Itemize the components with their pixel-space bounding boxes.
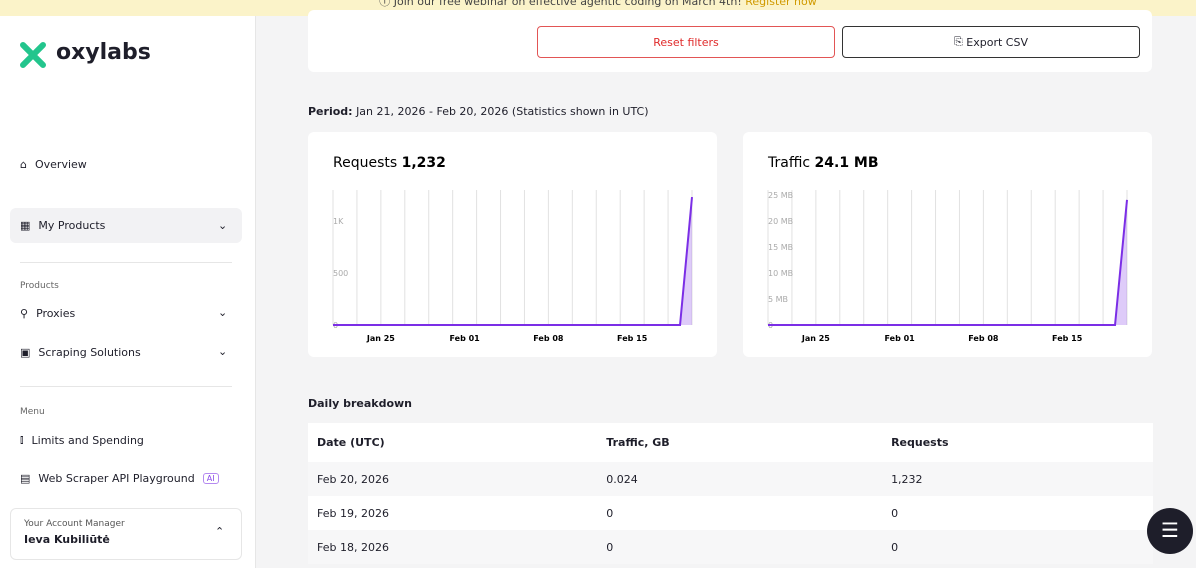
table-wrap: Date (UTC) Traffic, GB Requests Feb 20, 202…: [308, 423, 1153, 564]
y-tick-label: 25 MB: [768, 191, 793, 200]
table-body: Feb 20, 2026 0.024 1,232 Feb 19, 2026 0 0 Feb …: [308, 462, 1153, 564]
logo: oxylabs: [56, 40, 151, 65]
title-total: 24.1 MB: [815, 155, 879, 171]
export-button[interactable]: ⎘ Export CSV: [842, 26, 1140, 58]
column-header: Traffic, GB: [597, 423, 883, 462]
account-manager[interactable]: Your Account Manager Ieva Kubiliūtė ⌃: [10, 508, 242, 560]
chart-title: Traffic 24.1 MB: [767, 155, 879, 171]
nav-proxies[interactable]: ⚲ Proxies: [20, 307, 76, 320]
x-tick-label: Feb 15: [1052, 334, 1083, 343]
chevron: ⌃: [215, 525, 225, 538]
chart-card: Traffic 24.1 MB 0 5 MB 10 MB 15 MB 20 MB 25 MB…: [743, 132, 1152, 357]
line: [333, 196, 693, 326]
table-row: Feb 18, 2026 0 0: [308, 530, 1153, 564]
chevron: ⌄: [218, 306, 228, 319]
title-text: Traffic: [767, 155, 810, 171]
period-text: Jan 21, 2026 - Feb 20, 2026 (Statistics …: [356, 105, 649, 118]
area: [768, 199, 1127, 325]
chevron: ⌄: [218, 219, 228, 232]
nav-scraping[interactable]: ▣ Scraping Solutions: [20, 346, 141, 359]
y-tick-label: 500: [333, 269, 348, 278]
period: Period: Jan 21, 2026 - Feb 20, 2026 (Sta…: [308, 105, 649, 118]
divider: [20, 262, 232, 263]
banner-text: Join our free webinar on effective agent…: [393, 0, 742, 8]
nav-label: Web Scraper API Playground: [38, 472, 195, 485]
nav-limits[interactable]: ⫾ Limits and Spending: [20, 433, 144, 447]
table-cell: 1,232: [891, 472, 923, 486]
column-header: Date (UTC): [308, 423, 598, 462]
column-header: Requests: [882, 423, 1153, 462]
table: Date (UTC) Traffic, GB Requests Feb 20, 202…: [308, 423, 1153, 564]
x-tick-label: Jan 25: [801, 334, 830, 343]
table-cell: 0.024: [606, 472, 638, 486]
table-cell: Feb 20, 2026: [317, 472, 389, 486]
period-label: Period:: [308, 105, 353, 118]
chevron: ⌄: [218, 345, 228, 358]
logo-icon: [20, 42, 46, 68]
table-row: Feb 19, 2026 0 0: [308, 496, 1153, 530]
y-tick-label: 5 MB: [768, 295, 788, 304]
title-text: Requests: [333, 155, 397, 171]
section-heading: Menu: [20, 407, 45, 417]
chart-title: Requests 1,232: [333, 155, 446, 171]
area: [333, 197, 692, 325]
nav-label: My Products: [38, 219, 106, 232]
table-cell: Feb 18, 2026: [317, 540, 389, 554]
manager-name: Ieva Kubiliūtė: [24, 533, 110, 546]
section-heading: Products: [20, 281, 59, 291]
x-tick-label: Feb 01: [885, 334, 916, 343]
y-tick-label: 10 MB: [768, 269, 793, 278]
manager-label: Your Account Manager: [24, 519, 125, 529]
x-tick-label: Feb 01: [450, 334, 481, 343]
table-row: Feb 20, 2026 0.024 1,232: [308, 462, 1153, 496]
y-tick-label: 20 MB: [768, 217, 793, 226]
table-cell: 0: [891, 506, 899, 520]
chat-button[interactable]: ☰: [1147, 508, 1193, 554]
nav-label: Overview: [34, 158, 87, 171]
table-cell: 0: [606, 506, 614, 520]
reset-button[interactable]: Reset filters: [537, 26, 835, 58]
table-cell: Feb 19, 2026: [317, 506, 389, 520]
filter-card: Reset filters ⎘ Export CSV: [308, 10, 1152, 72]
table-cell: 0: [606, 540, 614, 554]
nav-label: Limits and Spending: [31, 433, 144, 447]
nav-my-products[interactable]: ▦ My Products: [20, 219, 106, 232]
register-link[interactable]: Register now: [745, 0, 817, 8]
line: [768, 199, 1128, 326]
x-tick-label: Feb 08: [533, 334, 564, 343]
divider: [20, 386, 232, 387]
x-tick-label: Feb 08: [968, 334, 999, 343]
nav-label: Scraping Solutions: [38, 346, 141, 359]
title-total: 1,232: [402, 155, 446, 171]
x-tick-label: Feb 15: [617, 334, 648, 343]
y-tick-label: 1K: [333, 217, 344, 226]
nav-overview[interactable]: ⌂ Overview: [20, 158, 87, 171]
table-cell: 0: [891, 540, 899, 554]
header-row: Date (UTC) Traffic, GB Requests: [308, 423, 1153, 462]
nav-highlight: [10, 208, 242, 243]
chart-card: Requests 1,232 0 500 1K Jan 25 Feb 01 Feb 08 Fe…: [308, 132, 717, 357]
y-tick-label: 15 MB: [768, 243, 793, 252]
table-title: Daily breakdown: [308, 397, 413, 410]
sidebar: oxylabs ⌂ Overview ▦ My Products ⌄ Product…: [0, 16, 256, 568]
x-tick-label: Jan 25: [366, 334, 395, 343]
button-label: Export CSV: [966, 35, 1028, 49]
ai-badge: AI: [202, 473, 219, 484]
nav-label: Proxies: [36, 307, 76, 320]
nav-playground[interactable]: ▤ Web Scraper API Playground AI: [20, 472, 219, 485]
